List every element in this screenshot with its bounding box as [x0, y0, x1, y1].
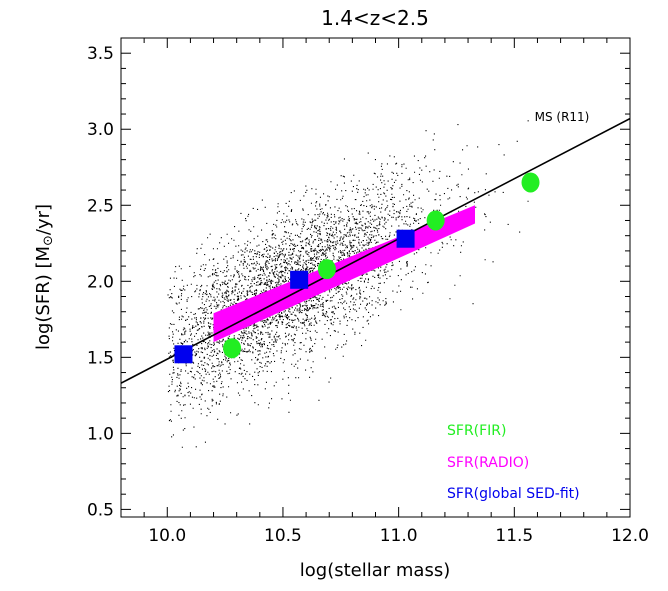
- y-tick-label: 0.5: [87, 500, 114, 520]
- y-tick-label: 3.5: [87, 44, 114, 64]
- x-axis-label: log(stellar mass): [300, 560, 450, 581]
- x-tick-label: 11.5: [495, 526, 533, 546]
- main-sequence-label: MS (R11): [535, 110, 590, 124]
- main-sequence-line: [121, 117, 630, 384]
- x-tick-label: 12.0: [611, 526, 649, 546]
- fir-point: [317, 259, 336, 280]
- legend-fir: SFR(FIR): [447, 423, 507, 439]
- y-axis-label: log(SFR) [M⊙/yr]: [33, 204, 56, 350]
- y-tick-label: 2.0: [87, 272, 114, 292]
- fir-point: [223, 338, 242, 359]
- chart-title: 1.4<z<2.5: [321, 6, 429, 30]
- scatter-cloud: [167, 120, 529, 448]
- scatter-points: [167, 120, 529, 448]
- y-tick-label: 3.0: [87, 120, 114, 140]
- main-sequence-layer: [121, 117, 630, 384]
- y-tick-label: 1.0: [87, 424, 114, 444]
- y-axis-label-pre: log(SFR) [M: [33, 246, 54, 350]
- x-tick-label: 10.0: [148, 526, 186, 546]
- y-axis-label-sun: ⊙: [41, 235, 56, 246]
- legend-radio: SFR(RADIO): [447, 455, 529, 471]
- fir-point: [426, 210, 445, 231]
- sed-point: [174, 345, 193, 364]
- markers-layer: [174, 172, 540, 364]
- fir-point: [521, 172, 540, 193]
- legend-sed: SFR(global SED-fit): [447, 486, 580, 502]
- axes: 10.0 10.5 11.0 11.5 12.0 0.5 1.0 1.5 2.0 2.5 3.0 3.…: [87, 38, 649, 546]
- sed-point: [290, 270, 309, 289]
- y-axis-label-post: /yr]: [33, 204, 54, 235]
- x-tick-label: 10.5: [264, 526, 302, 546]
- x-tick-label: 11.0: [380, 526, 418, 546]
- sed-point: [396, 229, 415, 248]
- y-tick-label: 1.5: [87, 348, 114, 368]
- y-tick-label: 2.5: [87, 196, 114, 216]
